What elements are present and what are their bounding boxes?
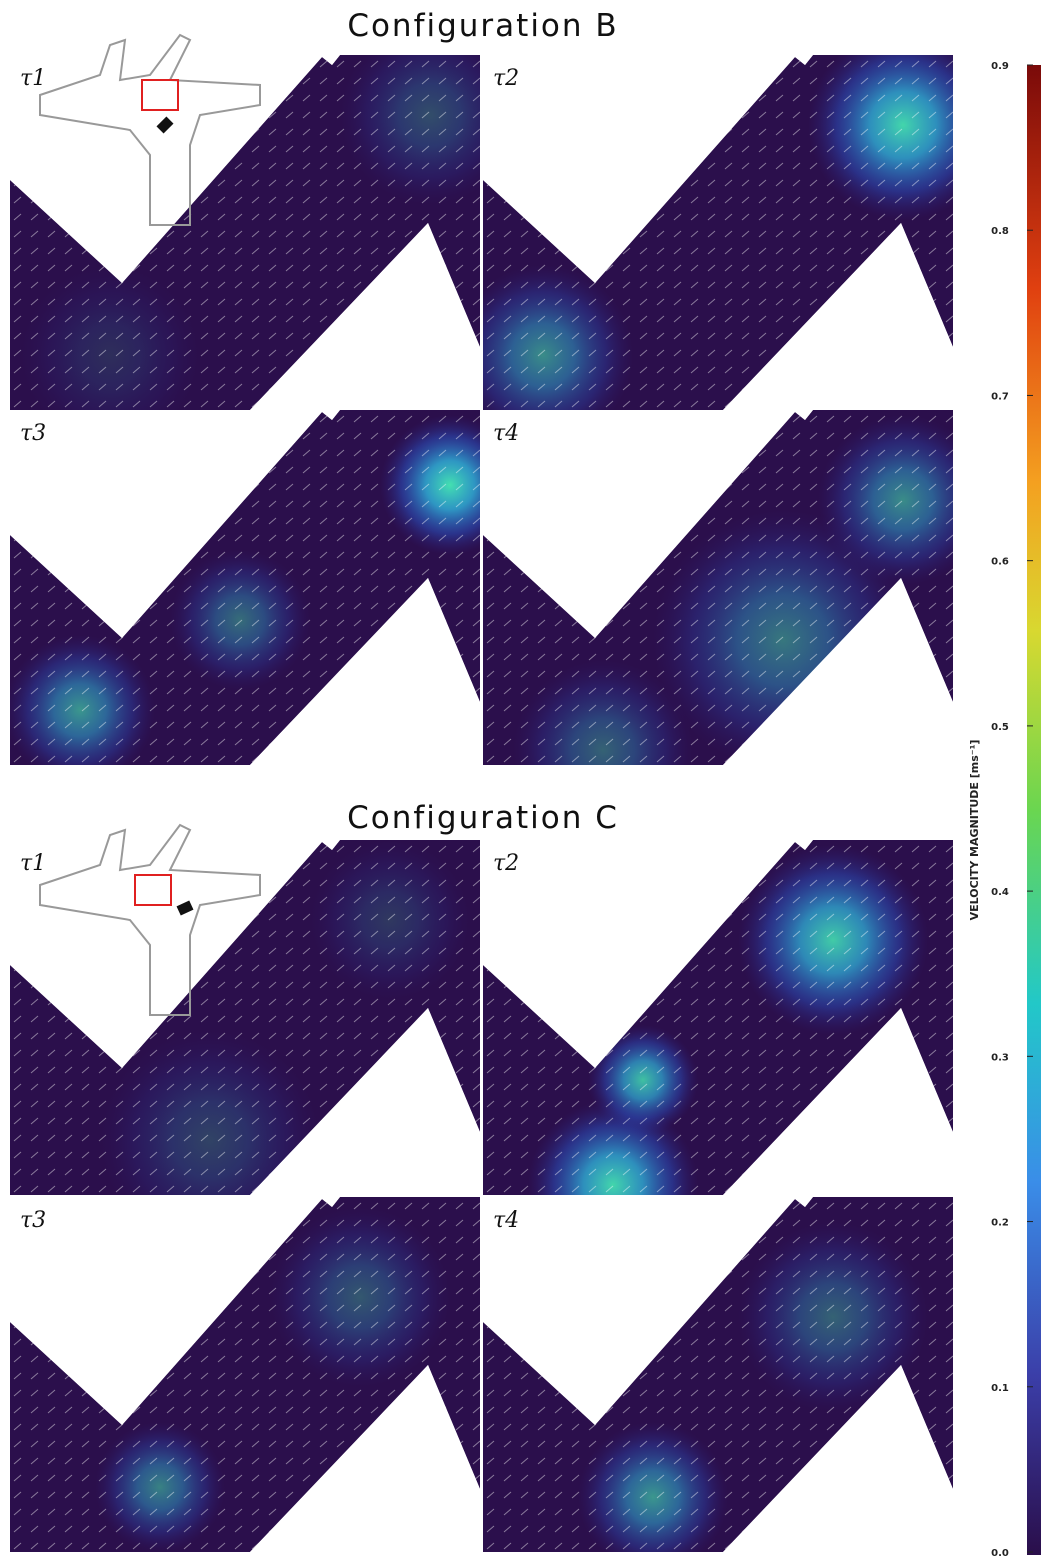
colorbar-tick-label: 0.2 (991, 1218, 1009, 1229)
panel-label: τ4 (493, 421, 519, 446)
colorbar-tick-label: 0.4 (991, 887, 1009, 898)
colorbar-label: VELOCITY MAGNITUDE [ms⁻¹] (968, 740, 981, 921)
vector-field (10, 410, 480, 770)
colorbar-tick-label: 0.3 (991, 1052, 1009, 1063)
field (10, 25, 520, 445)
panel-label: τ3 (20, 1208, 46, 1233)
vector-field (483, 840, 953, 1200)
figure-canvas: Configuration B Configuration C τ1 VELOC… (0, 0, 1041, 1564)
colorbar-tick-label: 0.7 (991, 391, 1009, 402)
panel-label: τ1 (20, 851, 46, 876)
vector-field (10, 1197, 480, 1557)
flow-panel: τ1 (10, 825, 480, 1250)
flow-panel: τ4 (483, 1197, 953, 1564)
flow-panel: τ3 (5, 410, 520, 785)
field (453, 30, 998, 445)
flow-panel: τ1 (10, 25, 520, 445)
panel-label: τ2 (493, 851, 519, 876)
vector-field (483, 410, 953, 770)
figure: Configuration B Configuration C τ1 VELOC… (0, 0, 1041, 1564)
vector-field (10, 840, 480, 1200)
inset-probe (177, 901, 194, 916)
panel-label: τ4 (493, 1208, 519, 1233)
inset-roi (135, 875, 171, 905)
inset-roi (142, 80, 178, 110)
field (10, 1197, 480, 1557)
figure-title: Configuration C (347, 800, 619, 836)
vector-field (483, 1197, 953, 1557)
flow-panel: τ3 (10, 1197, 480, 1557)
vector-field (10, 55, 480, 415)
figure-title: Configuration B (347, 8, 618, 44)
panel-label: τ1 (20, 66, 46, 91)
field (5, 410, 520, 785)
colorbar (1027, 65, 1041, 1555)
field (483, 1197, 953, 1564)
colorbar-tick-label: 0.6 (991, 557, 1009, 568)
field (10, 840, 480, 1250)
flow-panel: τ4 (483, 410, 988, 840)
colorbar-tick-label: 0.1 (991, 1383, 1009, 1394)
flow-panel: τ2 (453, 30, 998, 445)
colorbar-tick-label: 0.9 (991, 61, 1009, 72)
inset-probe (157, 117, 174, 134)
field (483, 410, 988, 840)
panel-label: τ2 (493, 66, 519, 91)
colorbar-tick-label: 0.8 (991, 226, 1009, 237)
panel-label: τ3 (20, 421, 46, 446)
colorbar-tick-label: 0.0 (991, 1548, 1009, 1559)
colorbar-tick-label: 0.5 (991, 722, 1009, 733)
vector-field (483, 55, 953, 415)
